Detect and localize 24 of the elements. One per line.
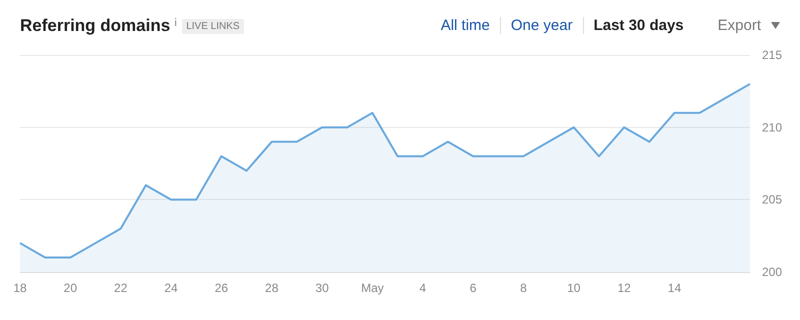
- y-tick-label: 210: [762, 120, 782, 134]
- x-tick-label: 18: [13, 281, 27, 295]
- x-tick-label: 12: [617, 281, 632, 295]
- y-tick-label: 200: [762, 265, 782, 279]
- text: One year: [500, 17, 583, 34]
- x-tick-label: 14: [668, 281, 682, 295]
- text: LIVE LINKS: [182, 18, 244, 34]
- x-tick-label: 10: [567, 281, 581, 295]
- text: Last 30 days: [582, 17, 694, 34]
- text: Export: [718, 17, 761, 34]
- x-tick-label: 20: [64, 281, 78, 295]
- x-tick-label: 22: [114, 281, 128, 295]
- y-tick-label: 215: [762, 48, 782, 62]
- x-tick-label: 26: [214, 281, 228, 295]
- x-tick-label: 8: [520, 281, 528, 295]
- x-tick-label: 30: [315, 281, 330, 295]
- x-tick-label: 6: [470, 281, 477, 295]
- chart-title: Referring domains: [20, 16, 170, 36]
- y-tick-label: 205: [762, 192, 782, 207]
- x-tick-label: 24: [164, 281, 178, 295]
- x-tick-label: May: [361, 281, 384, 295]
- x-tick-label: 4: [419, 281, 426, 295]
- x-tick-label: 28: [265, 281, 279, 295]
- text: All time: [440, 17, 491, 34]
